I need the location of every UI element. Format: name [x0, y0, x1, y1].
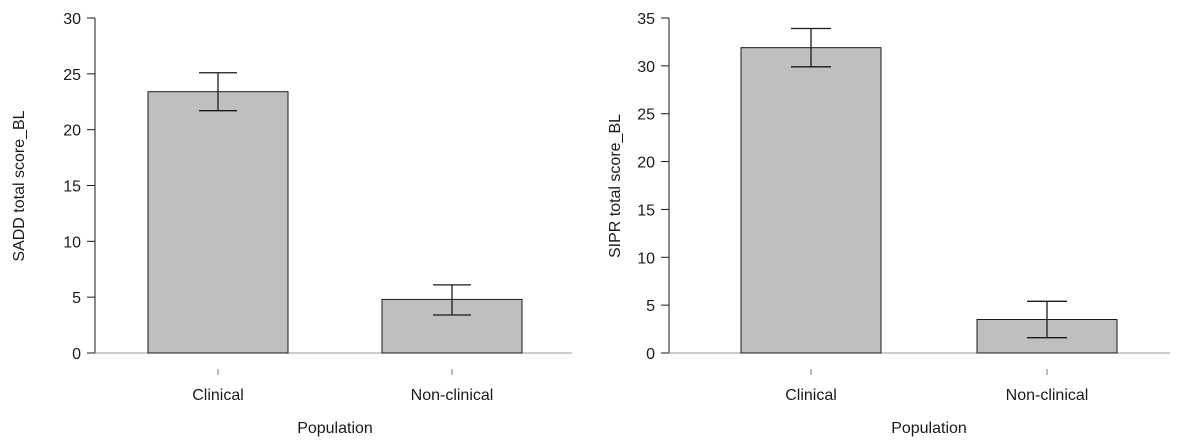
sadd-y-tick-label: 15 [63, 179, 81, 196]
sipr-bar-0 [740, 47, 882, 354]
sadd-category-label: Non-clinical [411, 387, 494, 404]
sadd-y-axis-title: SADD total score_BL [11, 110, 28, 261]
sipr-y-tick-label: 10 [637, 250, 655, 267]
sipr-y-axis-title: SIPR total score_BL [607, 114, 624, 258]
sipr-y-tick-label: 0 [646, 346, 655, 363]
sipr-y-tick-label: 20 [637, 155, 655, 172]
sadd-y-tick-label: 25 [63, 67, 81, 84]
sipr-x-axis-title: Population [891, 420, 967, 437]
sipr-y-tick-label: 30 [637, 59, 655, 76]
sipr-y-tick-label: 15 [637, 202, 655, 219]
sadd-y-tick-label: 5 [72, 290, 81, 307]
sadd-y-tick-label: 30 [63, 11, 81, 28]
sipr-category-label: Clinical [785, 387, 837, 404]
sipr-y-tick-label: 35 [637, 11, 655, 28]
sadd-y-tick-label: 0 [72, 346, 81, 363]
sadd-x-axis-title: Population [297, 420, 373, 437]
sipr-y-tick-label: 25 [637, 107, 655, 124]
sadd-category-label: Clinical [192, 387, 244, 404]
sadd-y-tick-label: 10 [63, 234, 81, 251]
sipr-y-tick-label: 5 [646, 298, 655, 315]
sadd-y-tick-label: 20 [63, 123, 81, 140]
sipr-category-label: Non-clinical [1006, 387, 1089, 404]
